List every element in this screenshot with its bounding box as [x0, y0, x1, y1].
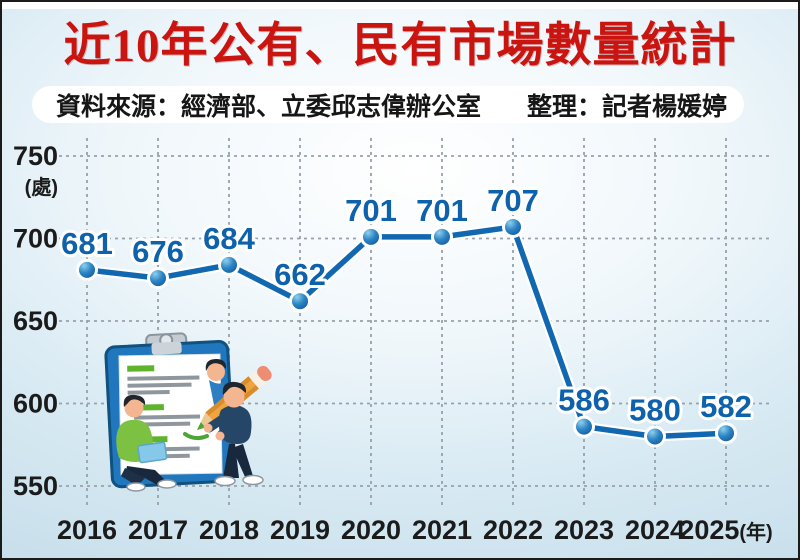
grid-layer: 750 700 650 600 550 (處) 2016 2017 2018 2019 2020 20…	[13, 138, 773, 545]
source-text: 資料來源：經濟部、立委邱志偉辦公室	[56, 92, 482, 121]
value-label: 684	[203, 221, 255, 256]
data-point	[360, 225, 382, 248]
y-axis-unit-label: (處)	[25, 176, 58, 199]
series-layer	[76, 215, 737, 448]
data-point	[147, 267, 169, 290]
compiled-by-text: 整理：記者楊媛婷	[527, 92, 728, 121]
x-tick-label: 2018	[199, 515, 259, 545]
data-point	[573, 415, 595, 438]
page-title: 近10年公有、民有市場數量統計	[63, 20, 737, 72]
x-tick-label: 2025(年)	[679, 515, 772, 545]
value-label: 582	[700, 389, 752, 424]
value-label: 580	[629, 393, 681, 428]
x-tick-label: 2020	[341, 515, 401, 545]
y-tick-label: 700	[13, 224, 58, 254]
value-label: 662	[274, 257, 326, 292]
x-tick-label: 2021	[412, 515, 472, 545]
y-tick-label: 550	[13, 471, 58, 501]
y-tick-label: 650	[13, 306, 58, 336]
data-point	[76, 258, 98, 281]
value-label: 676	[132, 234, 184, 269]
value-label: 586	[558, 383, 610, 418]
x-tick-label: 2024	[625, 515, 685, 545]
pencil-mark	[183, 432, 209, 441]
data-point	[715, 422, 737, 445]
x-tick-label: 2023	[554, 515, 614, 545]
value-label: 707	[487, 183, 539, 218]
data-point	[644, 425, 666, 448]
value-label: 701	[345, 193, 397, 228]
data-point	[502, 215, 524, 238]
clipboard-survey-illustration	[104, 332, 272, 492]
data-point	[431, 225, 453, 248]
value-label: 701	[416, 193, 468, 228]
data-point	[289, 290, 311, 313]
y-tick-label: 600	[13, 389, 58, 419]
y-tick-label: 750	[13, 141, 58, 171]
series-line	[84, 224, 729, 440]
writing-person	[203, 381, 264, 487]
sitting-person	[116, 394, 177, 492]
x-tick-label: 2019	[270, 515, 330, 545]
x-tick-label: 2022	[483, 515, 543, 545]
value-label: 681	[61, 226, 113, 261]
source-bar: 資料來源：經濟部、立委邱志偉辦公室 整理：記者楊媛婷	[32, 86, 744, 123]
top-white-strip	[2, 2, 798, 9]
x-tick-label: 2016	[57, 515, 117, 545]
x-tick-label: 2017	[128, 515, 188, 545]
data-point	[218, 253, 240, 276]
label-layer: 681 676 684 662 701 701 707 586 580 582	[58, 180, 755, 431]
